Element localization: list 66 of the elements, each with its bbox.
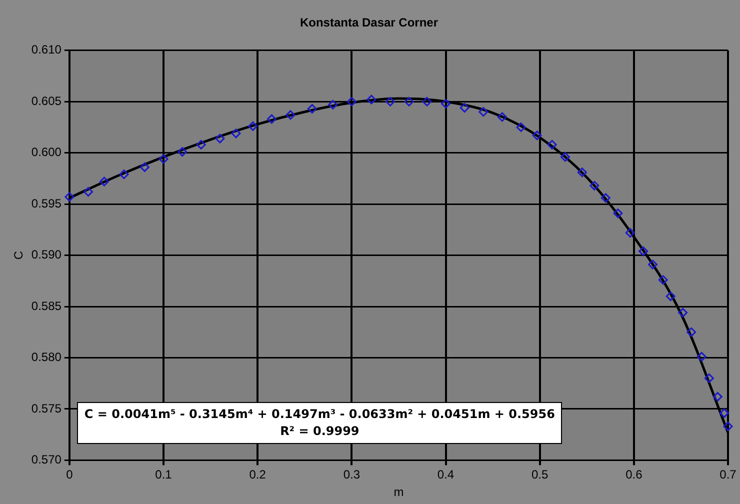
annotation: C = 0.0041m⁵ - 0.3145m⁴ + 0.1497m³ - 0.0633m² + 0.0451m + 0.5956 bbox=[84, 406, 555, 424]
point bbox=[638, 246, 648, 256]
point bbox=[231, 128, 241, 138]
point bbox=[307, 104, 317, 114]
point bbox=[99, 176, 109, 186]
y-tick-label: 0.580 bbox=[31, 350, 62, 364]
x-tick-label: 0.2 bbox=[249, 468, 266, 482]
point bbox=[678, 308, 688, 318]
point bbox=[658, 275, 668, 285]
point bbox=[422, 96, 432, 106]
point bbox=[532, 130, 542, 140]
point bbox=[686, 327, 696, 337]
x-tick-label: 0.3 bbox=[343, 468, 360, 482]
point bbox=[215, 134, 225, 144]
point bbox=[158, 154, 168, 164]
point bbox=[625, 228, 635, 238]
point bbox=[712, 392, 722, 402]
point bbox=[248, 121, 258, 131]
point bbox=[497, 112, 507, 122]
x-tick-label: 0 bbox=[66, 468, 74, 482]
x-tick-label: 0.4 bbox=[437, 468, 454, 482]
y-tick-label: 0.570 bbox=[31, 452, 62, 467]
point bbox=[286, 110, 296, 120]
y-tick-label: 0.590 bbox=[31, 248, 62, 262]
y-tick-label: 0.610 bbox=[31, 42, 62, 57]
point bbox=[719, 408, 729, 418]
x-tick-label: 0.7 bbox=[720, 468, 737, 482]
point bbox=[83, 187, 93, 197]
point bbox=[600, 193, 610, 203]
point bbox=[346, 96, 356, 106]
point bbox=[613, 208, 623, 218]
x-axis-title: m bbox=[394, 485, 404, 500]
point bbox=[441, 98, 451, 108]
point bbox=[140, 162, 150, 172]
y-axis-title: C bbox=[12, 250, 26, 260]
point bbox=[590, 180, 600, 190]
point bbox=[723, 422, 733, 432]
y-tick-label: 0.605 bbox=[31, 94, 62, 108]
point bbox=[404, 96, 414, 106]
point bbox=[460, 103, 470, 113]
point bbox=[196, 140, 206, 150]
point bbox=[366, 94, 376, 104]
annotation: R² = 0.9999 bbox=[279, 423, 360, 440]
y-tick-label: 0.595 bbox=[31, 196, 62, 210]
y-tick-label: 0.585 bbox=[31, 298, 62, 313]
point bbox=[560, 152, 570, 162]
point bbox=[666, 292, 676, 302]
point bbox=[704, 373, 714, 383]
point bbox=[577, 168, 587, 178]
point bbox=[547, 140, 557, 150]
y-tick-label: 0.600 bbox=[31, 145, 62, 160]
x-tick-label: 0.5 bbox=[531, 468, 548, 482]
point bbox=[119, 170, 129, 180]
chart-title: Konstanta Dasar Corner bbox=[300, 16, 438, 30]
point bbox=[178, 147, 188, 157]
point bbox=[328, 100, 338, 110]
y-tick-label: 0.575 bbox=[31, 401, 62, 416]
point bbox=[266, 114, 276, 124]
x-tick-label: 0.1 bbox=[155, 468, 172, 482]
point bbox=[648, 260, 658, 270]
point bbox=[516, 122, 526, 132]
point bbox=[386, 96, 395, 106]
point bbox=[478, 107, 488, 117]
point bbox=[64, 192, 74, 202]
point bbox=[696, 352, 706, 362]
x-tick-label: 0.6 bbox=[626, 468, 643, 482]
